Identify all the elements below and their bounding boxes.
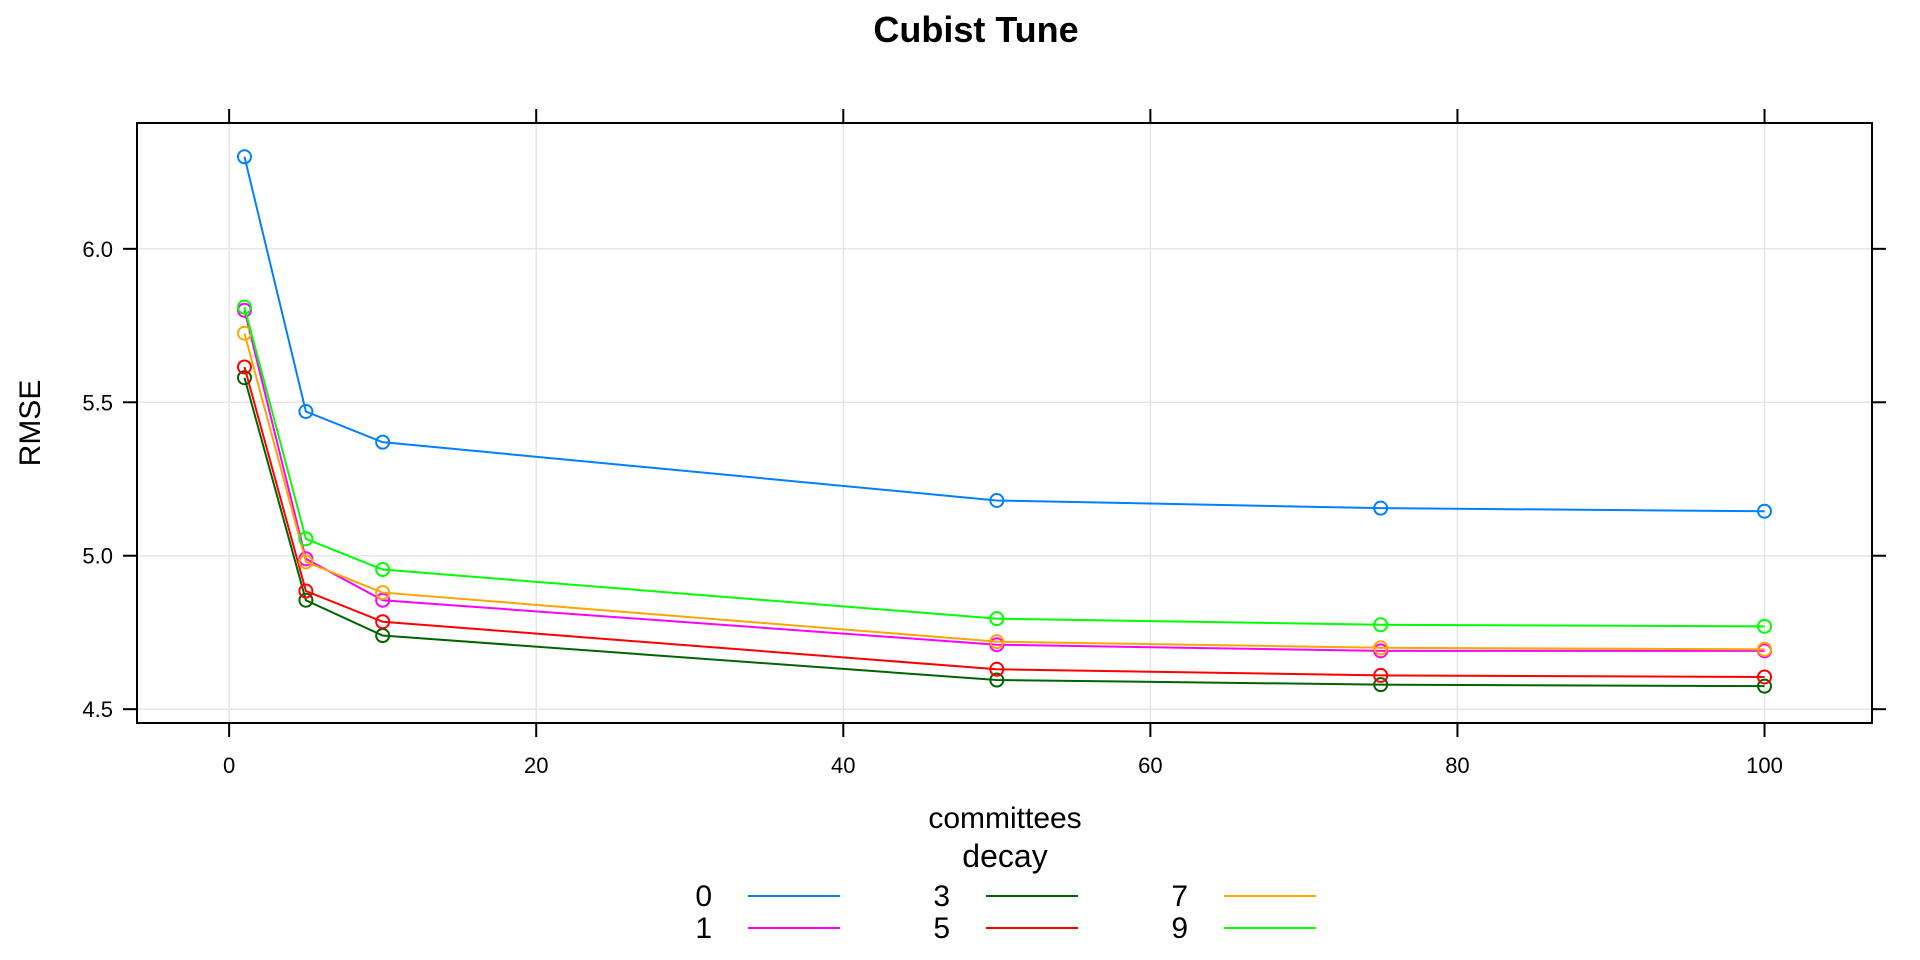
data-point-decay-0 — [298, 403, 314, 419]
data-point-decay-5 — [1757, 669, 1773, 685]
y-tick-label: 6.0 — [82, 237, 113, 262]
series-line-decay-7 — [243, 332, 1765, 651]
x-tick-label: 40 — [831, 753, 855, 778]
chart-title: Cubist Tune — [873, 9, 1078, 50]
legend-title: decay — [962, 838, 1047, 874]
x-tick-label: 20 — [524, 753, 548, 778]
data-point-decay-9 — [375, 562, 391, 578]
data-point-decay-0 — [1757, 503, 1773, 519]
axes: 0 20 40 60 80 100 4.5 5.0 5.5 6.0 — [82, 109, 1886, 778]
x-tick-label: 100 — [1746, 753, 1783, 778]
series-line-decay-5 — [243, 366, 1765, 678]
data-point-decay-5 — [989, 661, 1005, 677]
y-tick-label: 5.0 — [82, 544, 113, 569]
data-point-decay-9 — [1757, 618, 1773, 634]
legend: 01 35 79 — [695, 880, 1316, 945]
data-point-decay-9 — [298, 531, 314, 547]
data-point-decay-3 — [298, 592, 314, 608]
x-tick-label: 80 — [1445, 753, 1469, 778]
series-line-decay-1 — [243, 309, 1765, 652]
data-point-decay-5 — [236, 359, 252, 375]
legend-label-decay-0: 0 — [695, 880, 712, 913]
series-line-decay-9 — [243, 306, 1765, 628]
data-point-decay-3 — [1757, 678, 1773, 694]
data-point-decay-7 — [1757, 641, 1773, 657]
legend-label-decay-3: 3 — [933, 880, 950, 913]
series-line-decay-3 — [243, 377, 1765, 688]
series-lines — [236, 149, 1773, 694]
data-point-decay-0 — [236, 149, 252, 165]
y-tick-label: 4.5 — [82, 697, 113, 722]
grid — [137, 123, 1872, 723]
data-point-decay-9 — [236, 299, 252, 315]
data-point-decay-1 — [375, 592, 391, 608]
x-tick-label: 60 — [1138, 753, 1162, 778]
data-point-decay-0 — [375, 434, 391, 450]
data-point-decay-7 — [989, 634, 1005, 650]
data-point-decay-0 — [1373, 500, 1389, 516]
x-axis-label: committees — [928, 802, 1081, 835]
legend-label-decay-9: 9 — [1171, 912, 1188, 945]
data-point-decay-9 — [989, 611, 1005, 627]
legend-label-decay-7: 7 — [1171, 880, 1188, 913]
data-point-decay-5 — [298, 583, 314, 599]
legend-label-decay-1: 1 — [695, 912, 712, 945]
data-point-decay-5 — [1373, 667, 1389, 683]
data-point-decay-7 — [298, 554, 314, 570]
data-point-decay-9 — [1373, 617, 1389, 633]
data-point-decay-3 — [989, 672, 1005, 688]
plot-frame — [136, 122, 1873, 724]
data-point-decay-7 — [375, 585, 391, 601]
legend-label-decay-5: 5 — [933, 912, 950, 945]
data-point-decay-3 — [1373, 677, 1389, 693]
data-point-decay-7 — [1373, 640, 1389, 656]
x-tick-label: 0 — [223, 753, 235, 778]
series-line-decay-0 — [243, 156, 1765, 513]
data-point-decay-5 — [375, 614, 391, 630]
y-axis-label: RMSE — [14, 380, 47, 467]
data-point-decay-3 — [236, 370, 252, 386]
y-tick-label: 5.5 — [82, 390, 113, 415]
data-point-decay-0 — [989, 492, 1005, 508]
